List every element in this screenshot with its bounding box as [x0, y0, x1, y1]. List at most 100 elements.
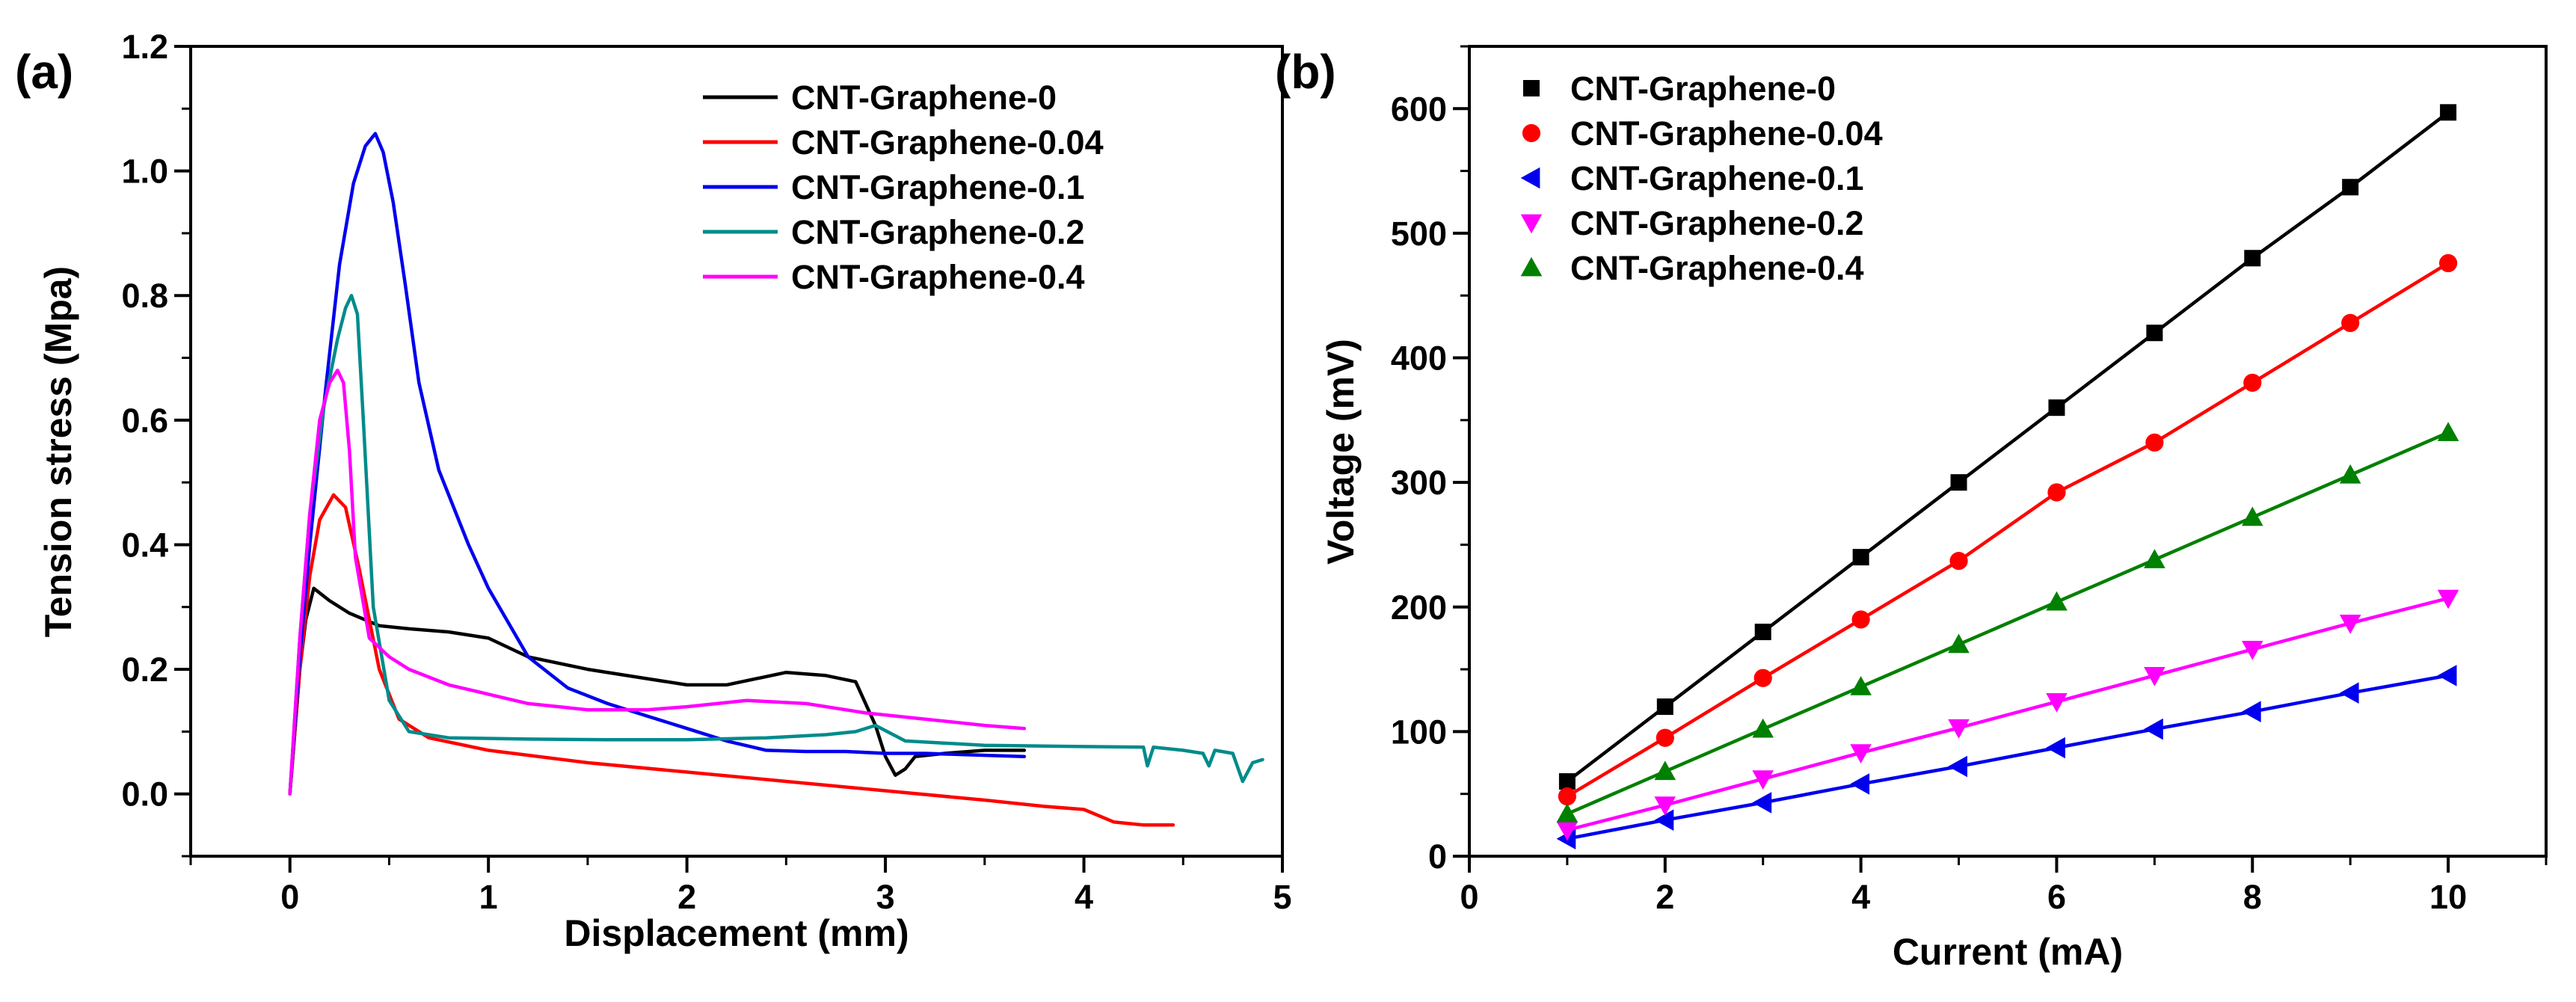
b-data-point-3	[1654, 796, 1676, 816]
b-y-tick-label: 300	[1391, 464, 1447, 502]
b-data-point-2	[1752, 792, 1772, 814]
b-fit-line-3	[1567, 596, 2449, 832]
a-x-tick-label: 5	[1273, 878, 1291, 916]
b-data-point-0	[1558, 773, 1576, 790]
a-x-tick-label: 4	[1075, 878, 1093, 916]
a-series-line-2	[288, 132, 1027, 796]
a-y-tick-label: 0.8	[121, 277, 168, 315]
panel-a-x-axis-title: Displacement (mm)	[564, 912, 909, 954]
a-y-tick-label: 1.2	[121, 28, 168, 66]
b-y-tick-label: 400	[1391, 339, 1447, 378]
b-y-tick-label: 100	[1391, 713, 1447, 751]
b-x-tick-label: 10	[2429, 878, 2467, 916]
b-x-tick-label: 0	[1460, 878, 1478, 916]
b-data-point-0	[2244, 250, 2261, 267]
a-x-tick-label: 0	[280, 878, 299, 916]
panel-b-plot-frame	[1468, 45, 2548, 858]
b-data-point-1	[2047, 483, 2066, 502]
b-fit-line-0	[1566, 111, 2450, 783]
b-data-point-0	[1950, 474, 1967, 491]
a-y-tick-label: 0.6	[121, 402, 168, 440]
b-data-point-0	[1852, 549, 1869, 566]
b-x-tick-label: 8	[2243, 878, 2262, 916]
a-y-tick-label: 1.0	[121, 153, 168, 191]
b-data-point-1	[1949, 552, 1968, 571]
a-y-tick-label: 0.4	[121, 526, 168, 564]
b-legend-marker	[1520, 167, 1540, 189]
b-data-point-3	[2242, 641, 2263, 660]
b-data-point-4	[1654, 760, 1676, 781]
b-data-point-4	[2242, 506, 2263, 526]
b-data-point-4	[2437, 422, 2459, 441]
b-data-point-2	[2339, 682, 2359, 704]
b-data-point-2	[2144, 718, 2163, 740]
b-y-tick-label: 600	[1391, 90, 1447, 128]
panel-a-series-lines	[288, 132, 1264, 827]
b-data-point-0	[1656, 698, 1673, 716]
b-data-point-4	[1948, 633, 1970, 654]
b-legend-label: CNT-Graphene-0.1	[1570, 159, 1864, 197]
b-legend-label: CNT-Graphene-0.04	[1570, 114, 1883, 153]
panel-a-y-axis-title: Tension stress (Mpa)	[37, 266, 79, 637]
b-data-point-1	[2145, 433, 2164, 452]
a-legend-label: CNT-Graphene-0.04	[791, 123, 1104, 162]
b-x-tick-label: 4	[1851, 878, 1870, 916]
panel-a-ticks: 0 1 2 3 4 5 0.0 0.2 0.4 0.6 0.8 1.0 1.2	[121, 28, 1291, 916]
b-y-tick-label: 200	[1391, 588, 1447, 627]
b-data-point-1	[1558, 787, 1577, 806]
b-data-point-3	[1850, 744, 1872, 763]
b-data-point-0	[1754, 624, 1771, 641]
b-legend-label: CNT-Graphene-0.2	[1570, 204, 1864, 242]
b-data-point-3	[1556, 821, 1579, 841]
b-data-point-2	[1850, 773, 1870, 795]
b-data-point-3	[1752, 770, 1774, 790]
b-data-point-1	[1851, 610, 1870, 629]
a-legend-label: CNT-Graphene-0.1	[791, 168, 1085, 206]
panel-a-label: (a)	[15, 45, 73, 99]
b-legend-marker	[1523, 80, 1540, 96]
panel-a-chart: (a) 0 1 2 3 4 5 0.0 0.2 0.4 0.6 0.8 1.0 1.2 CNT-Grap…	[15, 28, 1292, 954]
b-data-point-0	[2342, 179, 2359, 196]
a-x-tick-label: 3	[876, 878, 895, 916]
b-data-point-4	[2144, 549, 2165, 568]
b-fit-line-2	[1567, 674, 2449, 840]
panel-b-legend: CNT-Graphene-0 CNT-Graphene-0.04 CNT-Graph…	[1520, 70, 1883, 287]
a-y-tick-label: 0.2	[121, 651, 168, 689]
b-data-point-1	[1753, 668, 1772, 687]
b-legend-label: CNT-Graphene-0.4	[1570, 249, 1864, 287]
b-data-point-2	[2242, 701, 2261, 722]
b-data-point-4	[1556, 803, 1579, 823]
b-data-point-4	[2339, 464, 2361, 484]
b-x-tick-label: 6	[2047, 878, 2066, 916]
b-legend-label: CNT-Graphene-0	[1570, 70, 1836, 108]
b-data-point-0	[2146, 325, 2163, 342]
a-legend-label: CNT-Graphene-0.2	[791, 213, 1085, 251]
b-data-point-0	[2440, 104, 2457, 121]
b-data-point-1	[2243, 373, 2262, 392]
b-data-point-3	[1948, 719, 1970, 739]
b-y-tick-label: 500	[1391, 215, 1447, 253]
b-data-point-0	[2048, 399, 2065, 417]
b-data-point-4	[1850, 676, 1872, 695]
b-data-point-3	[2339, 615, 2361, 634]
b-data-point-4	[1752, 718, 1774, 738]
b-data-point-1	[1656, 728, 1674, 747]
b-data-point-1	[2438, 253, 2458, 273]
b-data-point-2	[2437, 665, 2457, 686]
b-fit-line-4	[1567, 431, 2449, 816]
panel-a-plot-frame	[189, 45, 1284, 858]
panel-b-y-axis-title: Voltage (mV)	[1320, 339, 1362, 565]
a-legend-label: CNT-Graphene-0	[791, 79, 1057, 117]
b-data-point-3	[2437, 589, 2459, 609]
b-data-point-3	[2046, 693, 2068, 713]
b-legend-marker	[1522, 123, 1541, 143]
b-data-point-1	[2341, 313, 2360, 332]
panel-b-series	[1556, 104, 2459, 849]
b-y-tick-label: 0	[1428, 837, 1447, 876]
a-series-line-3	[288, 293, 1264, 796]
panel-a-legend: CNT-Graphene-0 CNT-Graphene-0.04 CNT-Graph…	[703, 79, 1104, 296]
b-data-point-2	[1948, 755, 1967, 778]
